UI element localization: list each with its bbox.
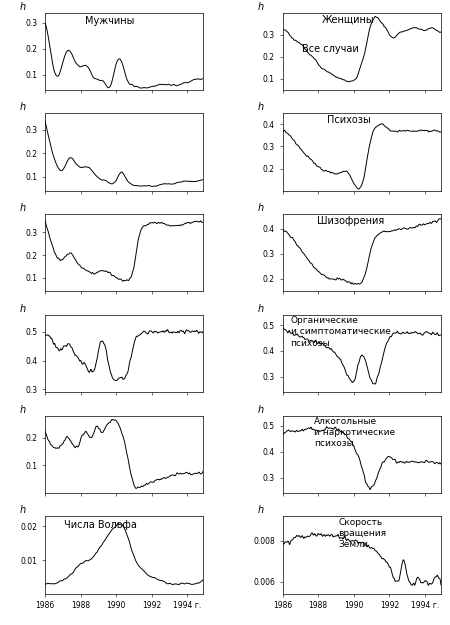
Text: h: h <box>257 304 263 314</box>
Text: h: h <box>257 203 263 213</box>
Text: h: h <box>20 2 26 12</box>
Text: h: h <box>257 506 263 516</box>
Text: Все случаи: Все случаи <box>302 44 358 54</box>
Text: Алкогольные
и наркотические
психозы: Алкогольные и наркотические психозы <box>314 417 396 448</box>
Text: Числа Вольфа: Числа Вольфа <box>64 520 137 530</box>
Text: h: h <box>20 102 26 112</box>
Text: Психозы: Психозы <box>327 115 371 125</box>
Text: Органические
и симптоматические
психозы: Органические и симптоматические психозы <box>291 316 391 348</box>
Text: Женщины: Женщины <box>322 14 375 24</box>
Text: h: h <box>257 405 263 415</box>
Text: h: h <box>257 2 263 12</box>
Text: h: h <box>20 304 26 314</box>
Text: h: h <box>257 102 263 112</box>
Text: Мужчины: Мужчины <box>85 16 134 26</box>
Text: Шизофрения: Шизофрения <box>317 216 385 226</box>
Text: h: h <box>20 203 26 213</box>
Text: h: h <box>20 405 26 415</box>
Text: h: h <box>20 506 26 516</box>
Text: Скорость
вращения
Земли: Скорость вращения Земли <box>338 518 386 549</box>
